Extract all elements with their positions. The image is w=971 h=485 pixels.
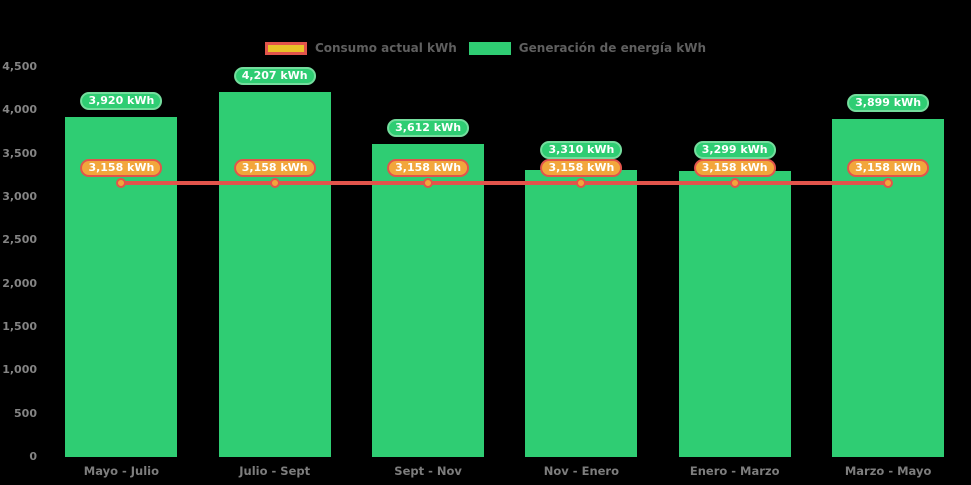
x-axis-category-label: Julio - Sept <box>239 464 311 478</box>
y-axis-tick-label: 2,000 <box>2 276 37 290</box>
y-axis-tick-label: 3,500 <box>2 146 37 160</box>
consumption-value-label: 3,158 kWh <box>847 159 930 178</box>
y-axis-tick-label: 4,000 <box>2 103 37 117</box>
legend-label-generacion: Generación de energía kWh <box>518 41 707 55</box>
legend-swatch-generacion-icon <box>468 41 511 55</box>
consumption-point-marker[interactable] <box>423 178 434 189</box>
y-axis-tick-label: 1,000 <box>2 363 37 377</box>
generation-bar[interactable] <box>218 92 331 457</box>
generation-bar[interactable] <box>678 171 791 457</box>
generation-value-label: 3,899 kWh <box>847 94 930 113</box>
legend-item-generacion-energia[interactable]: Generación de energía kWh <box>468 41 707 55</box>
y-axis-tick-label: 1,500 <box>2 320 37 333</box>
consumption-point-marker[interactable] <box>116 178 127 189</box>
legend-item-consumo-actual[interactable]: Consumo actual kWh <box>264 41 457 55</box>
legend: Consumo actual kWh Generación de energía… <box>0 39 971 57</box>
consumption-value-label: 3,158 kWh <box>387 159 470 178</box>
generation-value-label: 3,310 kWh <box>540 141 623 160</box>
consumption-value-label: 3,158 kWh <box>80 159 163 178</box>
x-axis-category-label: Nov - Enero <box>543 464 619 478</box>
y-axis-tick-label: 4,500 <box>2 60 37 73</box>
x-axis-category-label: Sept - Nov <box>394 464 462 478</box>
y-axis-tick-label: 2,500 <box>2 233 37 247</box>
generation-value-label: 3,920 kWh <box>80 92 163 111</box>
y-axis-tick-label: 0 <box>29 450 37 463</box>
generation-bar[interactable] <box>372 143 485 457</box>
generation-value-label: 3,612 kWh <box>387 118 470 137</box>
legend-label-consumo: Consumo actual kWh <box>314 41 457 55</box>
generation-bar[interactable] <box>525 170 638 457</box>
consumption-point-marker[interactable] <box>729 178 740 189</box>
consumption-value-label: 3,158 kWh <box>540 159 623 178</box>
consumption-point-marker[interactable] <box>883 178 894 189</box>
x-axis-category-label: Marzo - Mayo <box>844 464 932 478</box>
generation-value-label: 3,299 kWh <box>693 141 776 160</box>
x-axis-category-label: Mayo - Julio <box>83 464 160 478</box>
generation-value-label: 4,207 kWh <box>233 67 316 86</box>
consumption-line <box>121 181 889 186</box>
legend-swatch-consumo-icon <box>264 41 307 55</box>
y-axis-tick-label: 3,000 <box>2 190 37 203</box>
consumption-point-marker[interactable] <box>576 178 587 189</box>
y-axis-tick-label: 500 <box>14 406 37 420</box>
x-axis-category-label: Enero - Marzo <box>689 464 780 478</box>
consumption-value-label: 3,158 kWh <box>693 159 776 178</box>
consumption-point-marker[interactable] <box>269 178 280 189</box>
consumption-value-label: 3,158 kWh <box>233 159 316 178</box>
